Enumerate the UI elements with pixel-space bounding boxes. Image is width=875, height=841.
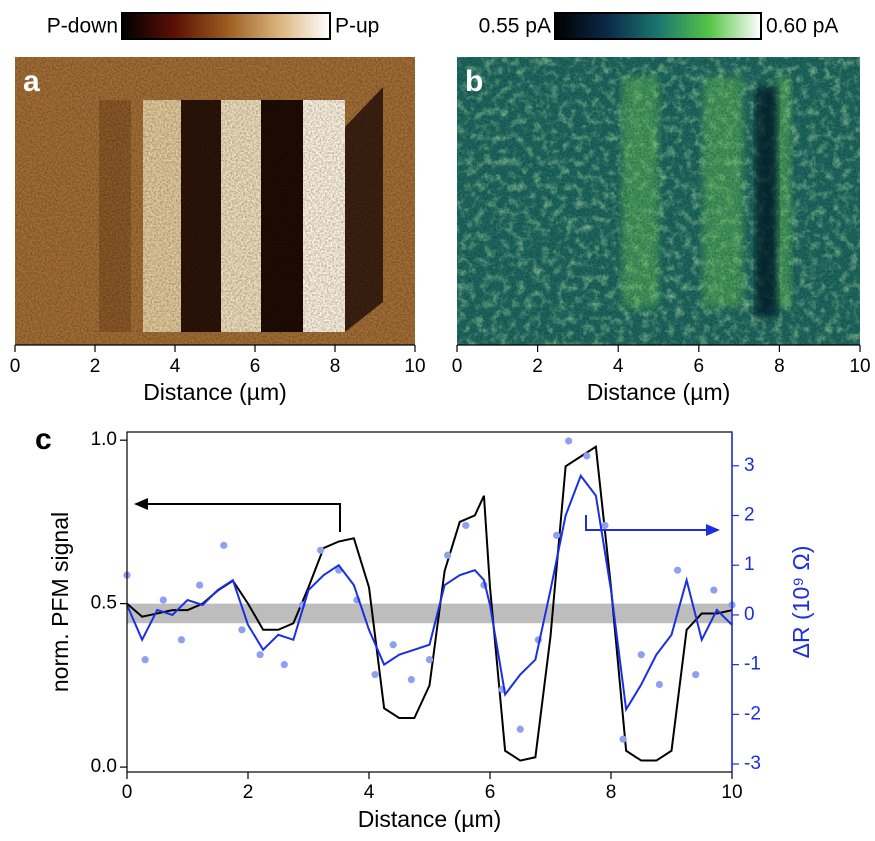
x-axis-label: Distance (µm) <box>358 806 502 832</box>
pointer-arrow <box>585 515 712 531</box>
x-tick-label: 6 <box>694 356 705 377</box>
x-tick-label: 10 <box>404 356 425 377</box>
data-point <box>583 452 591 460</box>
x-tick-label: 10 <box>721 782 742 803</box>
x-axis-label: Distance (µm) <box>587 379 731 405</box>
colorbar <box>121 12 331 40</box>
y2-tick-label: -3 <box>744 753 761 774</box>
y-tick-label: 0.5 <box>91 593 117 614</box>
x-tick-label: 6 <box>485 782 496 803</box>
colorbar <box>554 12 762 40</box>
data-point <box>601 521 609 530</box>
colorbar-max-label: 0.60 pA <box>766 15 838 38</box>
data-point <box>389 641 397 649</box>
data-point <box>692 670 700 679</box>
data-point <box>220 541 228 549</box>
x-tick-label: 8 <box>606 782 617 803</box>
data-point <box>141 656 149 664</box>
data-point <box>462 521 470 530</box>
y2-tick-label: 3 <box>744 455 755 476</box>
data-point <box>407 675 415 684</box>
data-point <box>637 651 645 659</box>
arrow-head <box>706 524 720 536</box>
y2-axis-label: ΔR (10⁹ Ω) <box>788 546 814 659</box>
data-point <box>444 551 452 559</box>
x-tick-label: 4 <box>364 782 375 803</box>
x-axis-label: Distance (µm) <box>143 379 287 405</box>
pointer-arrow <box>140 503 341 532</box>
x-tick-label: 6 <box>250 356 261 377</box>
data-point <box>371 670 379 679</box>
y-axis-label: norm. PFM signal <box>47 512 73 692</box>
data-point <box>552 531 561 539</box>
y-tick-label: 0.0 <box>91 756 117 777</box>
reference-band <box>127 603 732 624</box>
y2-tick-label: 2 <box>744 505 755 526</box>
x-tick-label: 8 <box>774 356 785 377</box>
x-tick-label: 4 <box>613 356 624 377</box>
x-tick-label: 4 <box>170 356 181 377</box>
scan-image <box>457 57 860 345</box>
arrow-head <box>134 498 148 510</box>
texture <box>457 57 860 345</box>
x-tick-label: 2 <box>90 356 101 377</box>
colorbar-min-label: P-down <box>47 15 118 38</box>
data-point <box>256 651 264 659</box>
y2-tick-label: 1 <box>744 554 755 575</box>
texture <box>15 57 415 345</box>
x-tick-label: 2 <box>243 782 254 803</box>
data-point <box>238 626 246 634</box>
y2-tick-label: 0 <box>744 604 755 625</box>
colorbar-min-label: 0.55 pA <box>479 15 551 38</box>
y2-tick-label: -1 <box>744 654 761 675</box>
scan-image <box>15 57 415 345</box>
y2-tick-label: -2 <box>744 703 761 724</box>
data-point <box>655 680 664 689</box>
panel-label: c <box>35 423 52 456</box>
data-point <box>280 661 288 669</box>
data-line <box>126 473 733 713</box>
panel-label: a <box>23 65 40 98</box>
x-tick-label: 0 <box>452 356 463 377</box>
data-point <box>425 656 434 664</box>
data-point <box>710 586 718 594</box>
x-tick-label: 10 <box>849 356 870 377</box>
data-point <box>177 636 186 644</box>
panel-label: b <box>465 65 483 98</box>
data-point <box>317 546 325 554</box>
x-tick-label: 0 <box>10 356 21 377</box>
plot-frame <box>126 431 733 773</box>
data-point <box>516 725 524 733</box>
data-point <box>673 566 682 574</box>
data-point <box>619 735 627 743</box>
x-tick-label: 8 <box>330 356 341 377</box>
colorbar-max-label: P-up <box>335 15 379 38</box>
x-tick-label: 2 <box>532 356 543 377</box>
y-tick-label: 1.0 <box>91 429 117 450</box>
x-tick-label: 0 <box>122 782 133 803</box>
data-point <box>196 581 204 589</box>
data-point <box>565 437 573 445</box>
data-point <box>159 596 167 604</box>
